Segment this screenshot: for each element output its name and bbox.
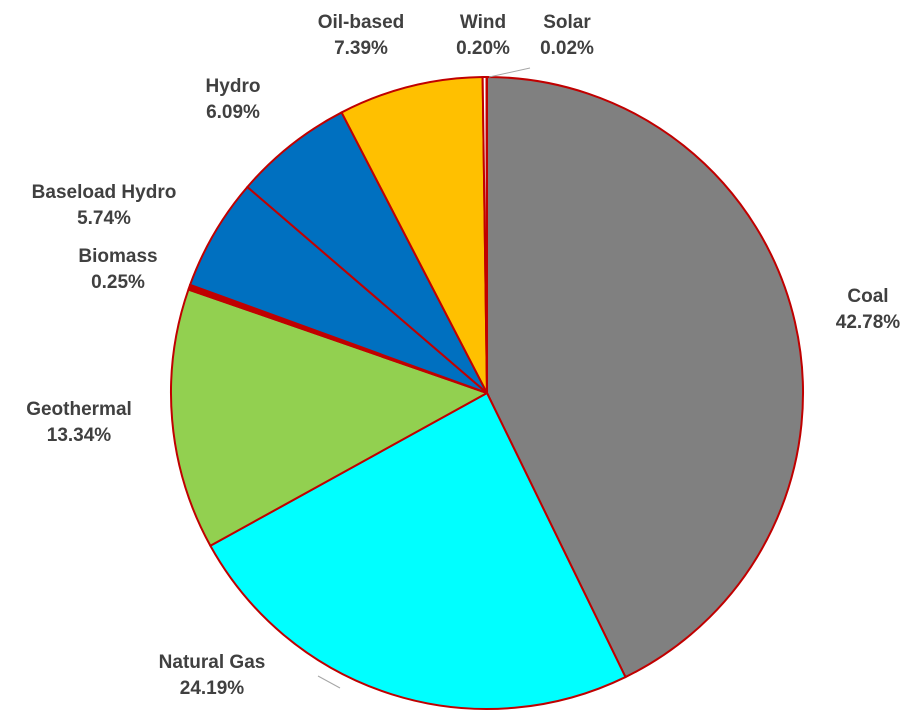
slice-label-wind: Wind 0.20% [456,12,510,59]
slice-label-percent: 24.19% [180,678,245,699]
slice-label-percent: 42.78% [836,312,901,333]
slice-label-coal: Coal 42.78% [836,286,901,333]
pie-slice-natural-gas [209,392,627,710]
slice-label-name: Baseload Hydro [32,182,177,203]
slice-label-name: Biomass [78,246,157,267]
slice-label-geothermal: Geothermal 13.34% [26,399,132,446]
slice-label-name: Solar [543,12,591,33]
slice-label-baseload-hydro: Baseload Hydro 5.74% [32,182,177,229]
pie-slice-oil-based [340,76,488,394]
slice-label-biomass: Biomass 0.25% [78,246,157,293]
slice-label-percent: 5.74% [77,208,131,229]
slice-label-name: Geothermal [26,399,132,420]
slice-label-percent: 7.39% [334,38,388,59]
pie-slice-hydro [246,111,488,394]
slice-label-name: Hydro [206,76,261,97]
leader-lines [317,67,531,689]
slice-labels: Coal 42.78% Natural Gas 24.19% Geothermal 13.… [26,12,900,699]
slice-label-oil-based: Oil-based 7.39% [318,12,405,59]
slice-label-name: Wind [460,12,506,33]
leader-natural-gas [317,675,341,689]
slice-label-percent: 6.09% [206,102,260,123]
slice-label-name: Coal [847,286,888,307]
leader-solar [488,67,531,78]
pie-slice-geothermal [170,288,488,547]
pie-slice-coal [486,76,805,679]
slice-label-percent: 0.25% [91,272,145,293]
slice-label-natural-gas: Natural Gas 24.19% [159,652,266,699]
slice-label-percent: 13.34% [47,425,112,446]
slice-label-percent: 0.20% [456,38,510,59]
slice-label-name: Natural Gas [159,652,266,673]
slice-label-solar: Solar 0.02% [540,12,594,59]
slice-label-hydro: Hydro 6.09% [206,76,261,123]
slice-label-name: Oil-based [318,12,405,33]
slice-label-percent: 0.02% [540,38,594,59]
pie-slices [170,75,805,710]
